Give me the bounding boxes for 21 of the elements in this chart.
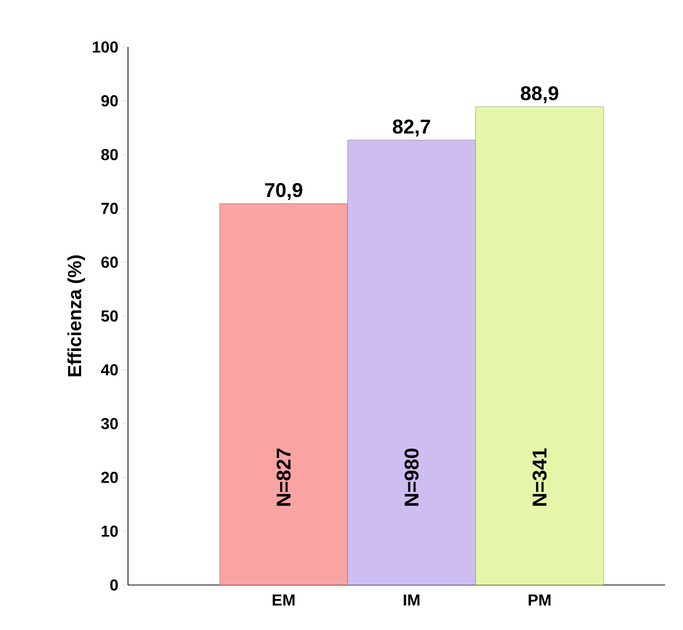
x-tick-label: EM (272, 594, 295, 606)
y-tick-label: 10 (102, 526, 118, 537)
y-tick-label: 0 (110, 579, 118, 591)
y-tick-label: 30 (101, 418, 118, 430)
y-tick-label: 70 (101, 202, 118, 214)
data-label: 88,9 (520, 86, 558, 104)
y-axis-title: Efficienza (%) (67, 255, 86, 376)
annotation: N=341 (532, 448, 547, 506)
x-tick-label: PM (528, 594, 550, 606)
y-tick-label: 80 (101, 148, 118, 160)
y-tick-label: 90 (101, 95, 118, 106)
annotation: N=980 (404, 448, 419, 506)
data-label: 70,9 (265, 183, 302, 200)
x-tick-label: IM (404, 594, 420, 606)
y-tick-label: 100 (92, 41, 118, 53)
y-tick-label: 60 (101, 256, 118, 268)
annotation: N=827 (276, 448, 291, 506)
y-tick-label: 40 (100, 364, 118, 376)
data-label: 82,7 (392, 120, 430, 137)
y-tick-label: 20 (101, 472, 118, 484)
y-tick-label: 50 (101, 310, 118, 322)
